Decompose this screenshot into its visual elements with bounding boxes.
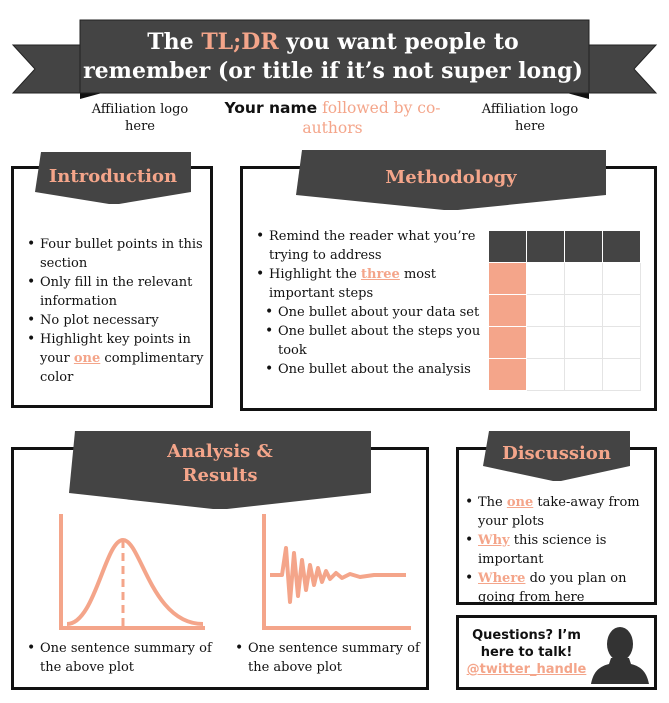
table-row: [488, 326, 641, 359]
affiliation-logo-left: Affiliation logo here: [91, 102, 189, 134]
list-item: Four bullet points in this section: [24, 235, 206, 273]
list-item: One bullet about the steps you took: [253, 322, 493, 360]
affiliation-logo-right: Affiliation logo here: [481, 102, 579, 134]
list-item: One sentence summary of the above plot: [24, 639, 224, 677]
title-highlight: TL;DR: [201, 29, 279, 55]
methodology-tab: [296, 150, 606, 210]
gaussian-plot-icon: [59, 514, 205, 630]
list-item: Where do you plan on going from here: [462, 569, 652, 607]
list-item: One bullet about your data set: [253, 303, 493, 322]
analysis-summary-right: One sentence summary of the above plot: [232, 639, 422, 677]
contact-text: Questions? I’m here to talk! @twitter_ha…: [464, 627, 589, 678]
author-list: Your name followed by co-authors: [220, 98, 445, 138]
discussion-tab: [483, 431, 630, 481]
discussion-heading: Discussion: [502, 443, 611, 464]
methodology-heading: Methodology: [385, 167, 517, 188]
list-item: Remind the reader what you’re trying to …: [253, 227, 493, 265]
list-item: Only fill in the relevant information: [24, 273, 206, 311]
author-name: Your name: [224, 99, 318, 117]
list-item: The one take-away from your plots: [462, 493, 652, 531]
table-row: [488, 230, 641, 263]
discussion-box: The one take-away from your plots Why th…: [456, 447, 657, 605]
introduction-box: Four bullet points in this section Only …: [11, 166, 213, 408]
contact-question: Questions? I’m here to talk!: [472, 628, 581, 660]
list-item: Highlight key points in your one complim…: [24, 330, 206, 387]
list-item: Why this science is important: [462, 531, 652, 569]
introduction-tab: [35, 152, 191, 204]
introduction-heading: Introduction: [48, 166, 178, 187]
poster-title: The TL;DR you want people to remember (o…: [83, 29, 583, 84]
twitter-handle-link[interactable]: @twitter_handle: [466, 662, 587, 677]
discussion-bullets: The one take-away from your plots Why th…: [462, 493, 652, 607]
coauthors: followed by co-authors: [302, 99, 441, 137]
list-item: Highlight the three most important steps: [253, 265, 493, 303]
analysis-heading: Analysis & Results: [167, 441, 273, 486]
avatar-silhouette-icon: [591, 627, 649, 684]
damped-oscillation-plot-icon: [262, 514, 411, 630]
table-row: [488, 294, 641, 327]
introduction-bullets: Four bullet points in this section Only …: [24, 235, 206, 387]
list-item: One bullet about the analysis: [253, 360, 493, 379]
list-item: No plot necessary: [24, 311, 206, 330]
methodology-table: [488, 230, 641, 391]
table-row: [488, 358, 641, 391]
title-banner: [11, 19, 658, 99]
methodology-bullets: Remind the reader what you’re trying to …: [253, 227, 493, 379]
analysis-summary-left: One sentence summary of the above plot: [24, 639, 224, 677]
list-item: One sentence summary of the above plot: [232, 639, 422, 677]
analysis-tab: [69, 431, 371, 509]
table-row: [488, 262, 641, 295]
